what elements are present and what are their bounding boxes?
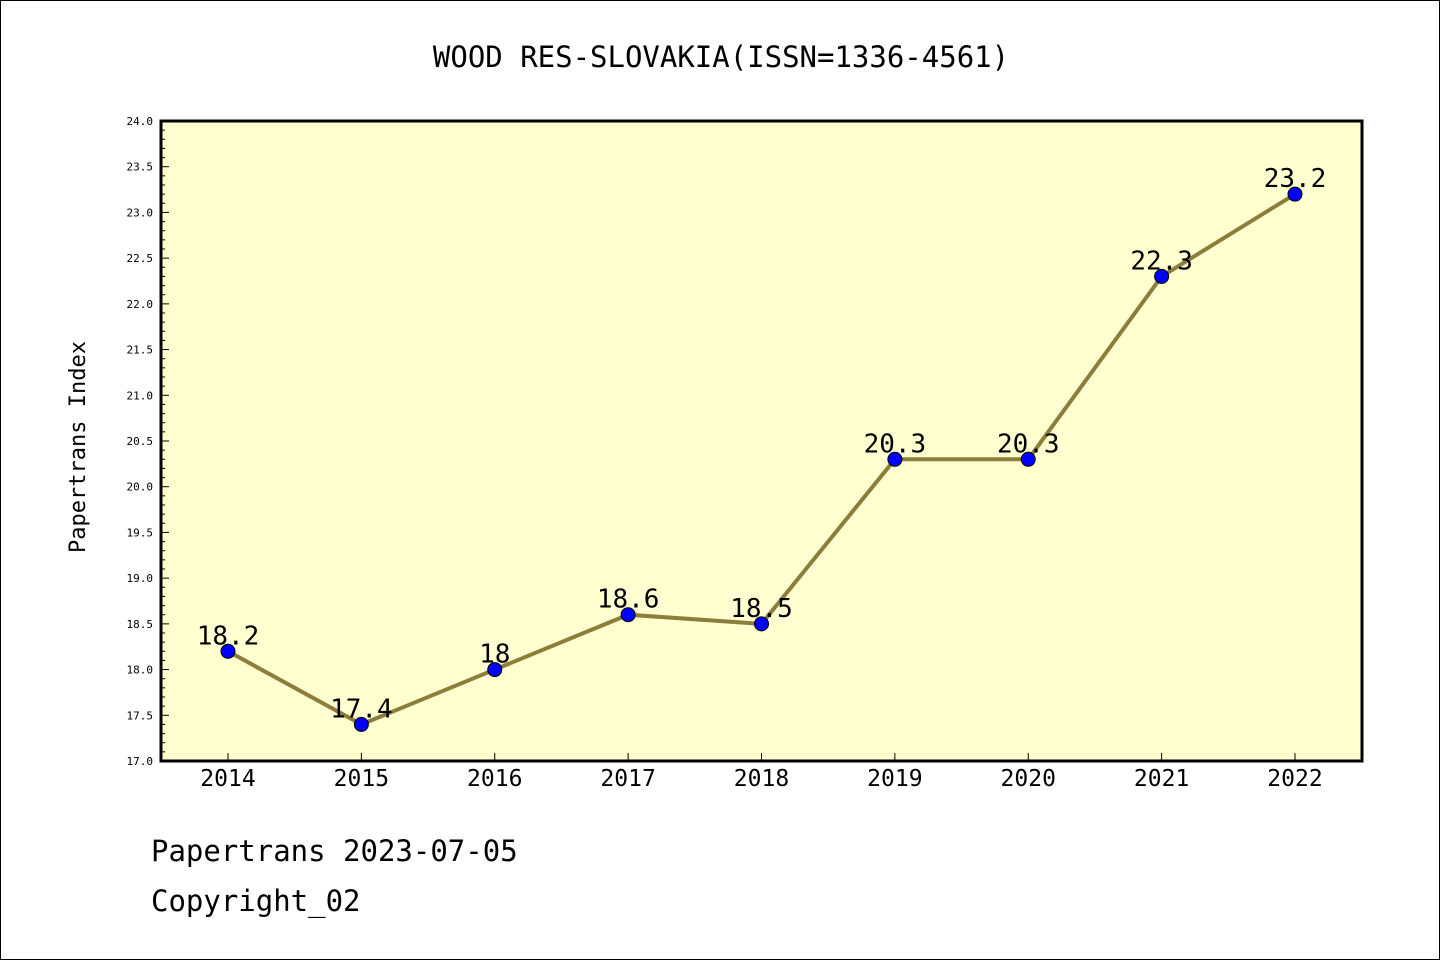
y-tick-label: 20.0 (127, 481, 154, 494)
x-tick-label: 2022 (1267, 766, 1322, 792)
y-tick-label: 20.5 (127, 435, 154, 448)
series-layer (220, 186, 1303, 732)
x-tick-label: 2019 (867, 766, 922, 792)
y-tick-label: 18.5 (127, 618, 154, 631)
data-point (1154, 268, 1170, 284)
x-tick-label: 2018 (734, 766, 789, 792)
data-label: 18.5 (730, 594, 793, 624)
y-tick-label: 17.0 (127, 755, 154, 768)
x-tick-label: 2015 (334, 766, 389, 792)
data-label: 18.6 (597, 585, 660, 615)
y-tick-label: 19.5 (127, 526, 154, 539)
data-point (620, 607, 636, 623)
y-tick-label: 17.5 (127, 709, 154, 722)
data-label: 22.3 (1130, 246, 1193, 276)
plot-area (159, 119, 1364, 763)
data-point (1020, 451, 1036, 467)
data-point (887, 451, 903, 467)
footer-date: Papertrans 2023-07-05 (151, 834, 518, 868)
y-tick-label: 23.0 (127, 206, 154, 219)
y-tick-label: 24.0 (127, 115, 154, 128)
data-label: 18.2 (197, 621, 260, 651)
data-label: 18 (479, 640, 510, 670)
y-tick-label: 18.0 (127, 664, 154, 677)
y-tick-label: 21.0 (127, 389, 154, 402)
data-point (220, 643, 236, 659)
x-axis-ticks: 2014 2015 2016 2017 2018 2019 2020 2021 2022 (200, 753, 1323, 792)
data-point (1287, 186, 1303, 202)
footer-copyright: Copyright_02 (151, 884, 361, 918)
x-tick-label: 2020 (1001, 766, 1056, 792)
data-point (353, 716, 369, 732)
y-axis-label: Papertrans Index (66, 341, 91, 553)
data-labels: 18.2 17.4 18 18.6 18.5 20.3 20.3 22.3 23.2 (197, 164, 1327, 724)
chart-title: WOOD RES-SLOVAKIA(ISSN=1336-4561) (433, 40, 1009, 74)
data-label: 20.3 (864, 429, 927, 459)
data-label: 17.4 (330, 694, 393, 724)
data-point (754, 616, 769, 632)
data-label: 23.2 (1264, 164, 1327, 194)
x-tick-label: 2014 (200, 766, 255, 792)
y-axis-ticks: 17.0 17.5 18.0 18.5 19.0 19.5 20.0 20.5 21.0 21.5… (127, 115, 169, 768)
y-tick-label: 22.0 (127, 298, 154, 311)
x-tick-label: 2021 (1134, 766, 1189, 792)
y-tick-label: 23.5 (127, 161, 154, 174)
x-tick-label: 2016 (467, 766, 522, 792)
data-point (487, 662, 503, 678)
y-tick-label: 19.0 (127, 572, 154, 585)
y-tick-label: 22.5 (127, 252, 154, 265)
x-tick-label: 2017 (600, 766, 655, 792)
data-label: 20.3 (997, 429, 1060, 459)
y-tick-label: 21.5 (127, 344, 154, 357)
